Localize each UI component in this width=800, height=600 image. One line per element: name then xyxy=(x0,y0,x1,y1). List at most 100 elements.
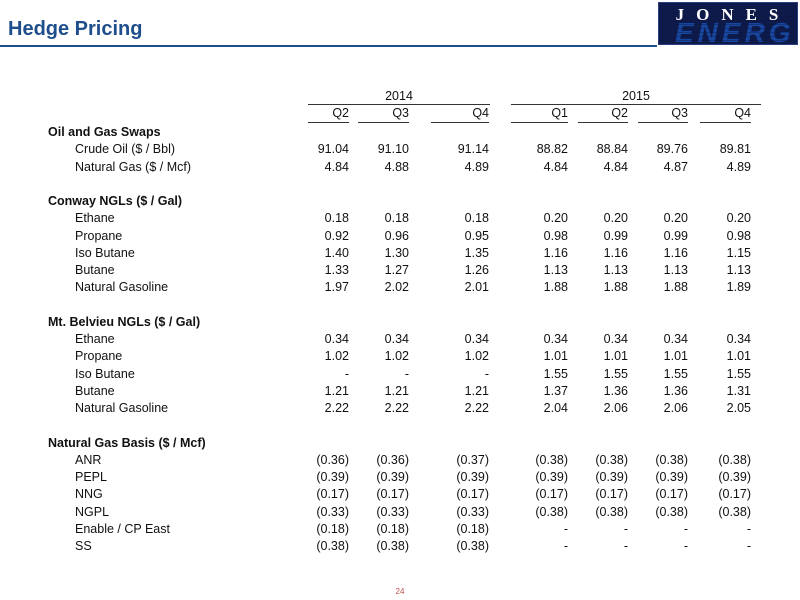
table-cell: - xyxy=(344,366,349,381)
table-cell: 1.26 xyxy=(464,263,489,277)
row-label: Propane xyxy=(75,349,123,364)
quarter-divider xyxy=(358,122,409,123)
table-cell: - xyxy=(563,521,568,536)
table-cell: (0.37) xyxy=(456,452,489,467)
table-cell: 1.02 xyxy=(324,349,349,364)
table-cell: (0.17) xyxy=(316,487,349,502)
table-cell: (0.39) xyxy=(316,470,349,484)
table-row: Crude Oil ($ / Bbl) 91.04 91.10 91.14 88.82 8… xyxy=(0,142,800,159)
table-row: Natural Gasoline 2.22 2.22 2.22 2.04 2.06 2.06… xyxy=(0,401,800,418)
table-cell: 0.98 xyxy=(726,228,751,243)
table-cell: 2.01 xyxy=(464,280,489,295)
quarter-divider xyxy=(431,122,489,123)
quarter-divider xyxy=(638,122,688,123)
table-cell: 2.04 xyxy=(543,401,568,415)
table-cell: 2.05 xyxy=(726,401,751,415)
table-row: Enable / CP East (0.18) (0.18) (0.18) - - - - xyxy=(0,522,800,539)
table-cell: 1.36 xyxy=(603,383,628,398)
table-cell: 1.13 xyxy=(543,263,568,277)
row-label: Ethane xyxy=(75,211,115,226)
table-cell: 91.04 xyxy=(317,142,349,157)
table-cell: 0.34 xyxy=(663,332,688,346)
table-cell: (0.36) xyxy=(376,452,409,467)
table-cell: (0.39) xyxy=(535,470,568,484)
table-cell: (0.39) xyxy=(718,470,751,484)
table-cell: 0.18 xyxy=(324,211,349,226)
table-cell: 1.55 xyxy=(663,366,688,381)
table-cell: (0.33) xyxy=(316,504,349,519)
table-cell: (0.33) xyxy=(376,504,409,519)
table-cell: 0.99 xyxy=(603,228,628,243)
year-divider-2015 xyxy=(511,104,761,105)
table-cell: 89.81 xyxy=(719,142,751,157)
table-row: Iso Butane - - - 1.55 1.55 1.55 1.55 xyxy=(0,367,800,384)
table-cell: 2.22 xyxy=(464,401,489,415)
table-cell: 4.84 xyxy=(603,159,628,174)
table-row: SS (0.38) (0.38) (0.38) - - - - xyxy=(0,539,800,556)
table-cell: (0.17) xyxy=(718,487,751,502)
table-cell: - xyxy=(484,366,489,381)
table-cell: 91.10 xyxy=(377,142,409,157)
table-cell: 1.88 xyxy=(543,280,568,295)
section-title: Natural Gas Basis ($ / Mcf) xyxy=(48,435,206,450)
table-row: Ethane 0.34 0.34 0.34 0.34 0.34 0.34 0.34 xyxy=(0,332,800,349)
table-cell: 2.06 xyxy=(663,401,688,415)
row-label: Enable / CP East xyxy=(75,521,170,536)
row-label: Butane xyxy=(75,263,115,277)
table-cell: 0.34 xyxy=(603,332,628,346)
table-row: Natural Gas ($ / Mcf) 4.84 4.88 4.89 4.84 4.8… xyxy=(0,160,800,177)
table-cell: 1.13 xyxy=(726,263,751,277)
row-label: Crude Oil ($ / Bbl) xyxy=(75,142,176,157)
section-title: Mt. Belvieu NGLs ($ / Gal) xyxy=(48,314,201,329)
section-title: Oil and Gas Swaps xyxy=(48,125,161,139)
table-cell: 1.88 xyxy=(663,280,688,295)
table-cell: - xyxy=(563,539,568,553)
quarter-header: Q4 xyxy=(734,106,751,120)
table-cell: 4.84 xyxy=(543,159,568,174)
table-cell: (0.17) xyxy=(535,487,568,502)
table-cell: 0.96 xyxy=(384,228,409,243)
table-cell: (0.17) xyxy=(655,487,688,502)
table-cell: (0.39) xyxy=(595,470,628,484)
page-number: 24 xyxy=(395,587,405,596)
quarter-header: Q3 xyxy=(671,106,688,120)
row-label: Ethane xyxy=(75,332,115,346)
table-cell: (0.17) xyxy=(595,487,628,502)
table-cell: 0.20 xyxy=(663,211,688,226)
table-cell: (0.38) xyxy=(595,504,628,519)
table-cell: 1.33 xyxy=(324,263,349,277)
section-header-row: Oil and Gas Swaps xyxy=(0,125,800,142)
table-cell: (0.33) xyxy=(456,504,489,519)
table-cell: 1.02 xyxy=(384,349,409,364)
table-cell: 1.88 xyxy=(603,280,628,295)
row-label: Iso Butane xyxy=(75,366,135,381)
table-row: Propane 0.92 0.96 0.95 0.98 0.99 0.99 0.98 xyxy=(0,229,800,246)
quarter-header: Q3 xyxy=(392,106,409,120)
table-cell: 1.21 xyxy=(324,383,349,398)
table-cell: (0.38) xyxy=(535,504,568,519)
table-cell: 4.87 xyxy=(663,159,688,174)
table-cell: 0.34 xyxy=(324,332,349,346)
table-row: ANR (0.36) (0.36) (0.37) (0.38) (0.38) (0.38) (… xyxy=(0,453,800,470)
table-cell: 0.20 xyxy=(603,211,628,226)
table-cell: 1.36 xyxy=(663,383,688,398)
table-cell: 4.89 xyxy=(726,159,751,174)
table-cell: (0.38) xyxy=(655,504,688,519)
header-divider xyxy=(0,45,657,47)
table-cell: (0.18) xyxy=(316,521,349,536)
row-label: Propane xyxy=(75,228,123,243)
table-cell: 1.35 xyxy=(464,245,489,260)
table-cell: 1.13 xyxy=(603,263,628,277)
table-cell: 1.21 xyxy=(384,383,409,398)
section-title: Conway NGLs ($ / Gal) xyxy=(48,194,183,208)
quarter-header: Q2 xyxy=(611,106,628,120)
table-row: Propane 1.02 1.02 1.02 1.01 1.01 1.01 1.01 xyxy=(0,349,800,366)
table-cell: (0.39) xyxy=(456,470,489,484)
table-cell: 1.89 xyxy=(726,280,751,295)
table-cell: (0.39) xyxy=(655,470,688,484)
table-cell: (0.36) xyxy=(316,452,349,467)
table-cell: 0.34 xyxy=(543,332,568,346)
table-cell: 4.88 xyxy=(384,159,409,174)
table-cell: 4.89 xyxy=(464,159,489,174)
row-label: Butane xyxy=(75,383,115,398)
